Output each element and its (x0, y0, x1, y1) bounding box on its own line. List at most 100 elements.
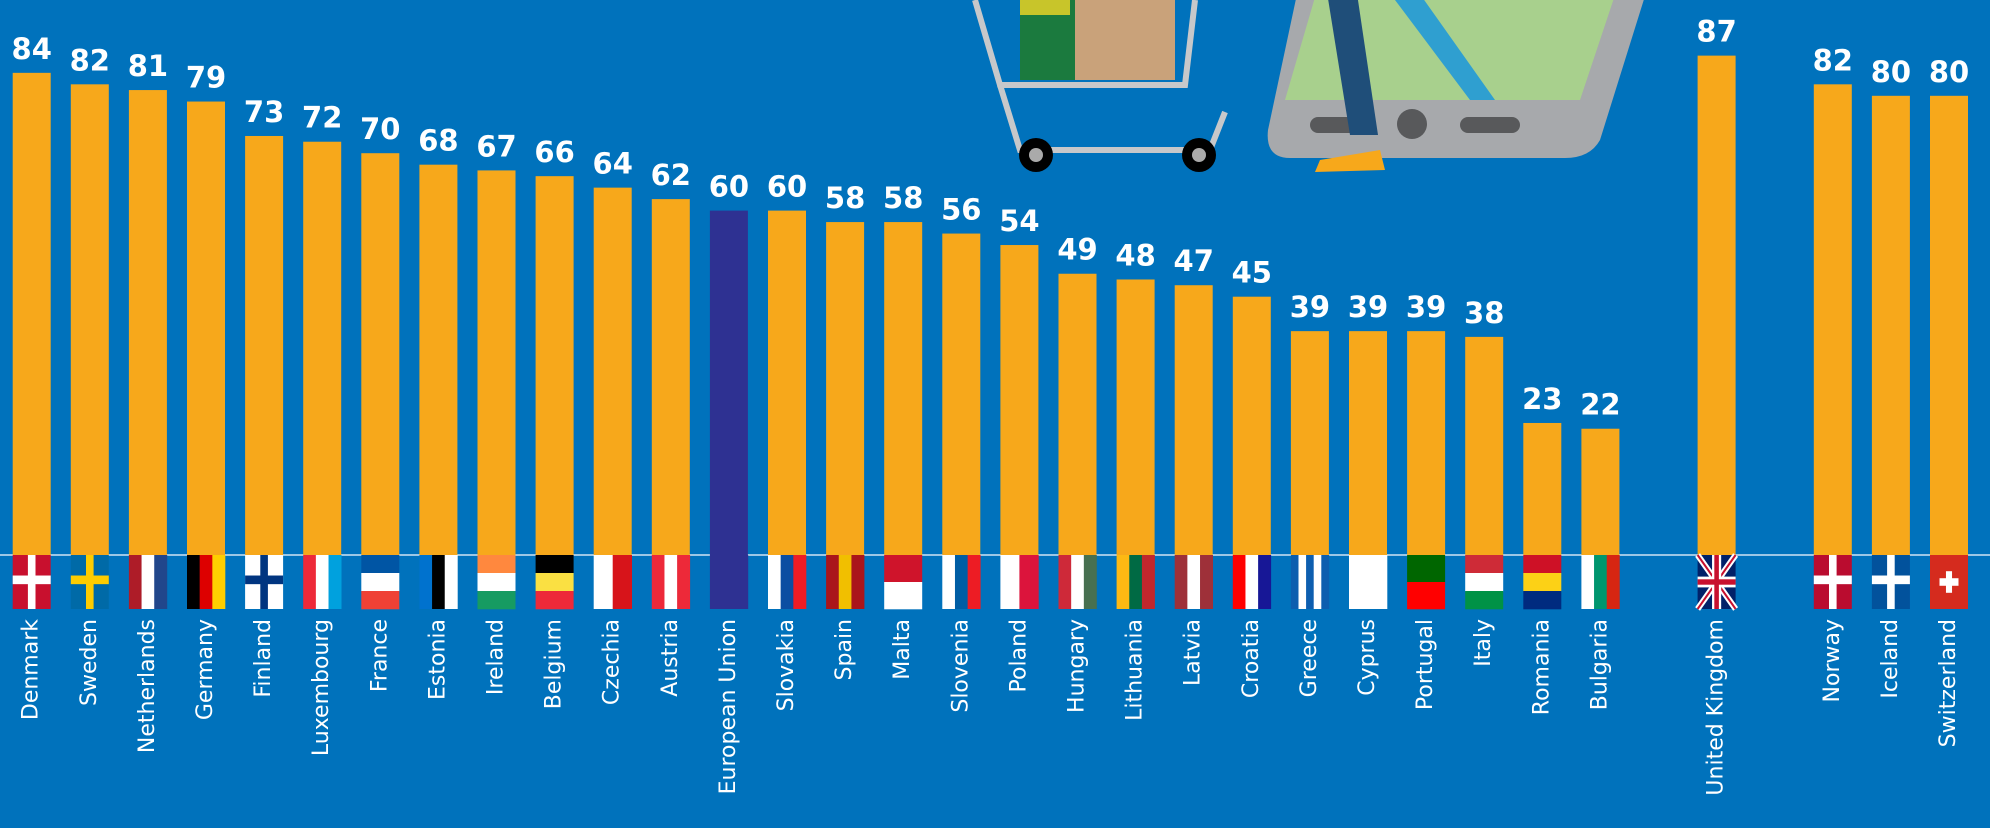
value-label: 79 (186, 61, 226, 95)
bar (1349, 331, 1387, 555)
bar (303, 142, 341, 555)
flag-part (187, 555, 200, 609)
chart: 84Denmark82Sweden81Netherlands79Germany7… (0, 0, 1990, 828)
value-label: 64 (593, 147, 633, 181)
value-label: 58 (825, 181, 865, 215)
flag-part (1059, 555, 1072, 609)
flag-part (1129, 555, 1142, 609)
flag-part (677, 555, 690, 609)
flag (594, 555, 632, 609)
flag-part (1245, 555, 1258, 609)
flag-part (594, 555, 613, 609)
value-label: 73 (244, 95, 284, 129)
flag-part (536, 591, 574, 609)
category-label: Switzerland (1936, 619, 1961, 747)
category-label: Slovakia (774, 619, 799, 711)
flag (942, 555, 980, 609)
value-label: 49 (1057, 233, 1097, 267)
bar (652, 199, 690, 555)
bar (710, 211, 748, 555)
flag-part (478, 591, 516, 609)
flag-part (1258, 555, 1271, 609)
phone-illustration (1268, 0, 1650, 172)
bar (245, 136, 283, 555)
category-label: Malta (890, 619, 915, 680)
category-label: Romania (1529, 619, 1554, 715)
value-label: 82 (1813, 43, 1853, 77)
flag-part (1872, 576, 1910, 585)
flag-part (1607, 555, 1620, 609)
flag-part (1523, 573, 1561, 591)
value-label: 72 (302, 101, 342, 135)
flag (187, 555, 225, 609)
flag (536, 555, 574, 609)
flag-part (536, 555, 574, 573)
category-label: Iceland (1878, 619, 1903, 699)
flag (478, 555, 516, 609)
flag-part (793, 555, 806, 609)
flag-part (1814, 576, 1852, 585)
flag (1872, 555, 1910, 609)
bar (1407, 331, 1445, 555)
value-label: 87 (1696, 15, 1736, 49)
flag-part (1306, 555, 1314, 609)
flag (1291, 555, 1329, 609)
category-label: Latvia (1181, 619, 1206, 686)
bar (942, 234, 980, 555)
page: {"chart_data": {"type": "bar", "categori… (0, 0, 1990, 828)
flag-part (968, 555, 981, 609)
flag-part (613, 555, 632, 609)
bar (71, 84, 109, 555)
value-label: 67 (476, 129, 516, 163)
category-label: Poland (1006, 619, 1031, 692)
category-label: Estonia (425, 619, 450, 700)
flag-part (1187, 555, 1200, 609)
flag (1233, 555, 1271, 609)
category-label: Greece (1297, 619, 1322, 697)
bar (1930, 96, 1968, 555)
category-label: France (367, 619, 392, 692)
bar (13, 73, 51, 555)
flag-part (361, 591, 399, 609)
flag-part (316, 555, 329, 609)
bar (187, 102, 225, 555)
category-label: Lithuania (1123, 619, 1148, 721)
bar (1872, 96, 1910, 555)
flag (245, 555, 283, 609)
flag (71, 555, 109, 609)
flag (1523, 555, 1561, 609)
flag-part (142, 555, 155, 609)
flag-part (652, 555, 665, 609)
bar (1581, 429, 1619, 555)
value-label: 23 (1522, 382, 1562, 416)
flag-part (1581, 555, 1594, 609)
category-label: Hungary (1065, 619, 1090, 713)
flag-part (536, 573, 574, 591)
flag-part (329, 555, 342, 609)
value-label: 47 (1174, 244, 1214, 278)
flag-part (129, 555, 142, 609)
category-label: Ireland (484, 619, 509, 695)
value-label: 45 (1232, 256, 1272, 290)
flag-part (1117, 555, 1130, 609)
value-label: 81 (128, 49, 168, 83)
value-label: 48 (1115, 238, 1155, 272)
bar (1465, 337, 1503, 555)
flag (303, 555, 341, 609)
flag (1059, 555, 1097, 609)
flag-part (154, 555, 167, 609)
flag-part (851, 555, 864, 609)
value-label: 70 (360, 112, 400, 146)
category-label: Germany (193, 619, 218, 720)
category-label: Finland (251, 619, 276, 698)
flag-part (955, 555, 968, 609)
flag-part (1523, 591, 1561, 609)
flag (1814, 555, 1852, 609)
bar (478, 170, 516, 555)
value-label: 39 (1348, 290, 1388, 324)
flag-part (361, 573, 399, 591)
flag-part (419, 555, 432, 609)
flag (1581, 555, 1619, 609)
flag (13, 555, 51, 609)
bar (1814, 84, 1852, 555)
